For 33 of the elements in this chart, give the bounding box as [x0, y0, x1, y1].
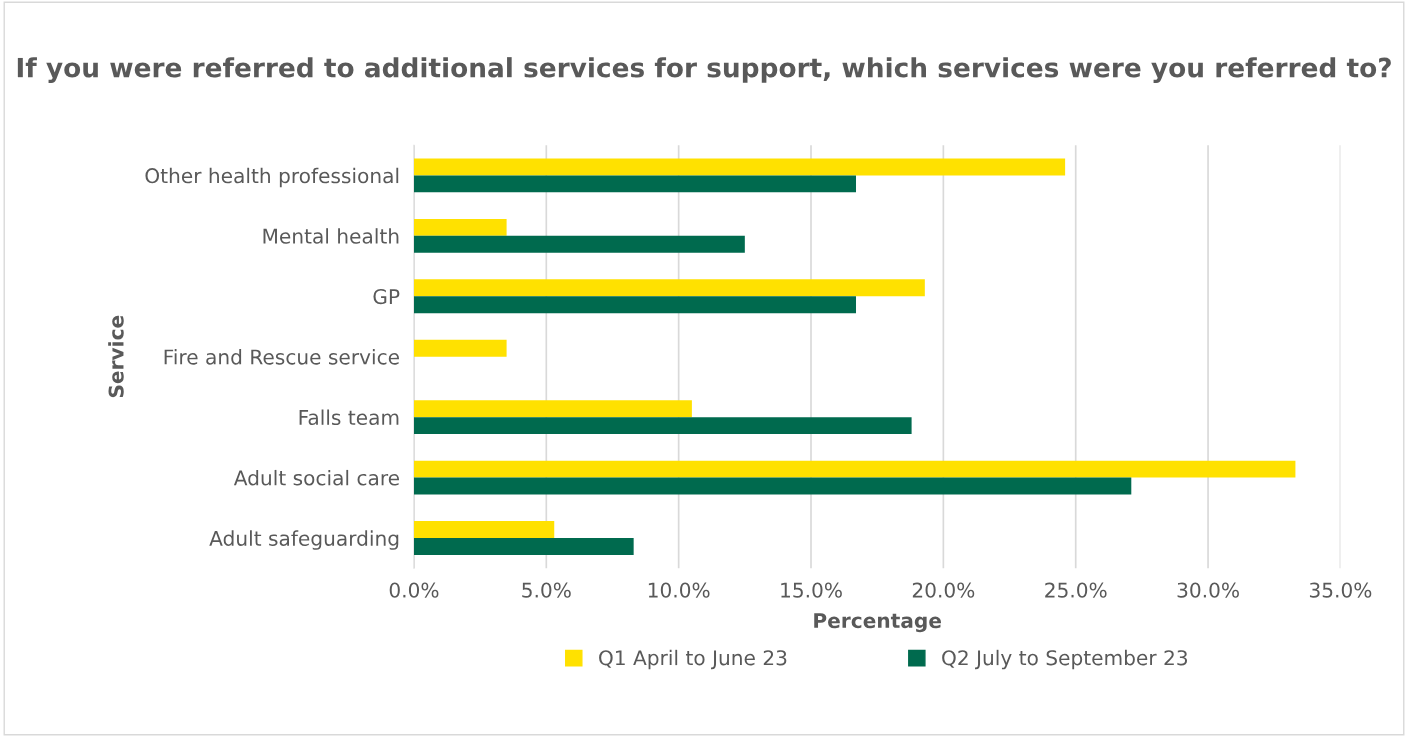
- bar: [413, 279, 925, 297]
- x-axis-title: Percentage: [814, 613, 941, 633]
- y-tick-label: Mental health: [263, 228, 399, 244]
- x-tick-label: 30.0%: [1177, 582, 1239, 598]
- y-tick-label: Fire and Rescue service: [164, 349, 399, 365]
- x-tick-label: 35.0%: [1309, 582, 1372, 598]
- bar: [413, 175, 857, 193]
- legend-label: Q2 July to September 23: [942, 649, 1188, 670]
- x-tick-label: 0.0%: [389, 582, 439, 598]
- bar: [413, 417, 912, 435]
- x-tick-label: 5.0%: [522, 582, 571, 598]
- bar: [413, 538, 634, 555]
- x-tick-label: 20.0%: [912, 582, 975, 598]
- bar: [413, 521, 555, 539]
- x-tick-label: 10.0%: [648, 582, 710, 598]
- bar: [413, 158, 1066, 176]
- x-tick-label: 15.0%: [781, 582, 842, 598]
- y-tick-label: Other health professional: [145, 167, 399, 188]
- y-tick-label: GP: [373, 288, 400, 305]
- bar: [413, 477, 1132, 495]
- bar: [413, 460, 1296, 478]
- bar: [413, 235, 745, 253]
- bar: [413, 339, 507, 357]
- y-tick-label: Adult safeguarding: [209, 530, 399, 550]
- y-axis-title: Service: [108, 315, 124, 398]
- bar: [413, 296, 857, 314]
- y-tick-label: Adult social care: [233, 469, 399, 486]
- chart-title: If you were referred to additional services for support, which services were you referred to?: [17, 57, 1391, 83]
- y-tick-label: Falls team: [299, 409, 399, 426]
- legend-label: Q1 April to June 23: [599, 649, 787, 670]
- bar: [413, 218, 507, 236]
- bar: [413, 400, 692, 418]
- x-tick-label: 25.0%: [1045, 582, 1107, 598]
